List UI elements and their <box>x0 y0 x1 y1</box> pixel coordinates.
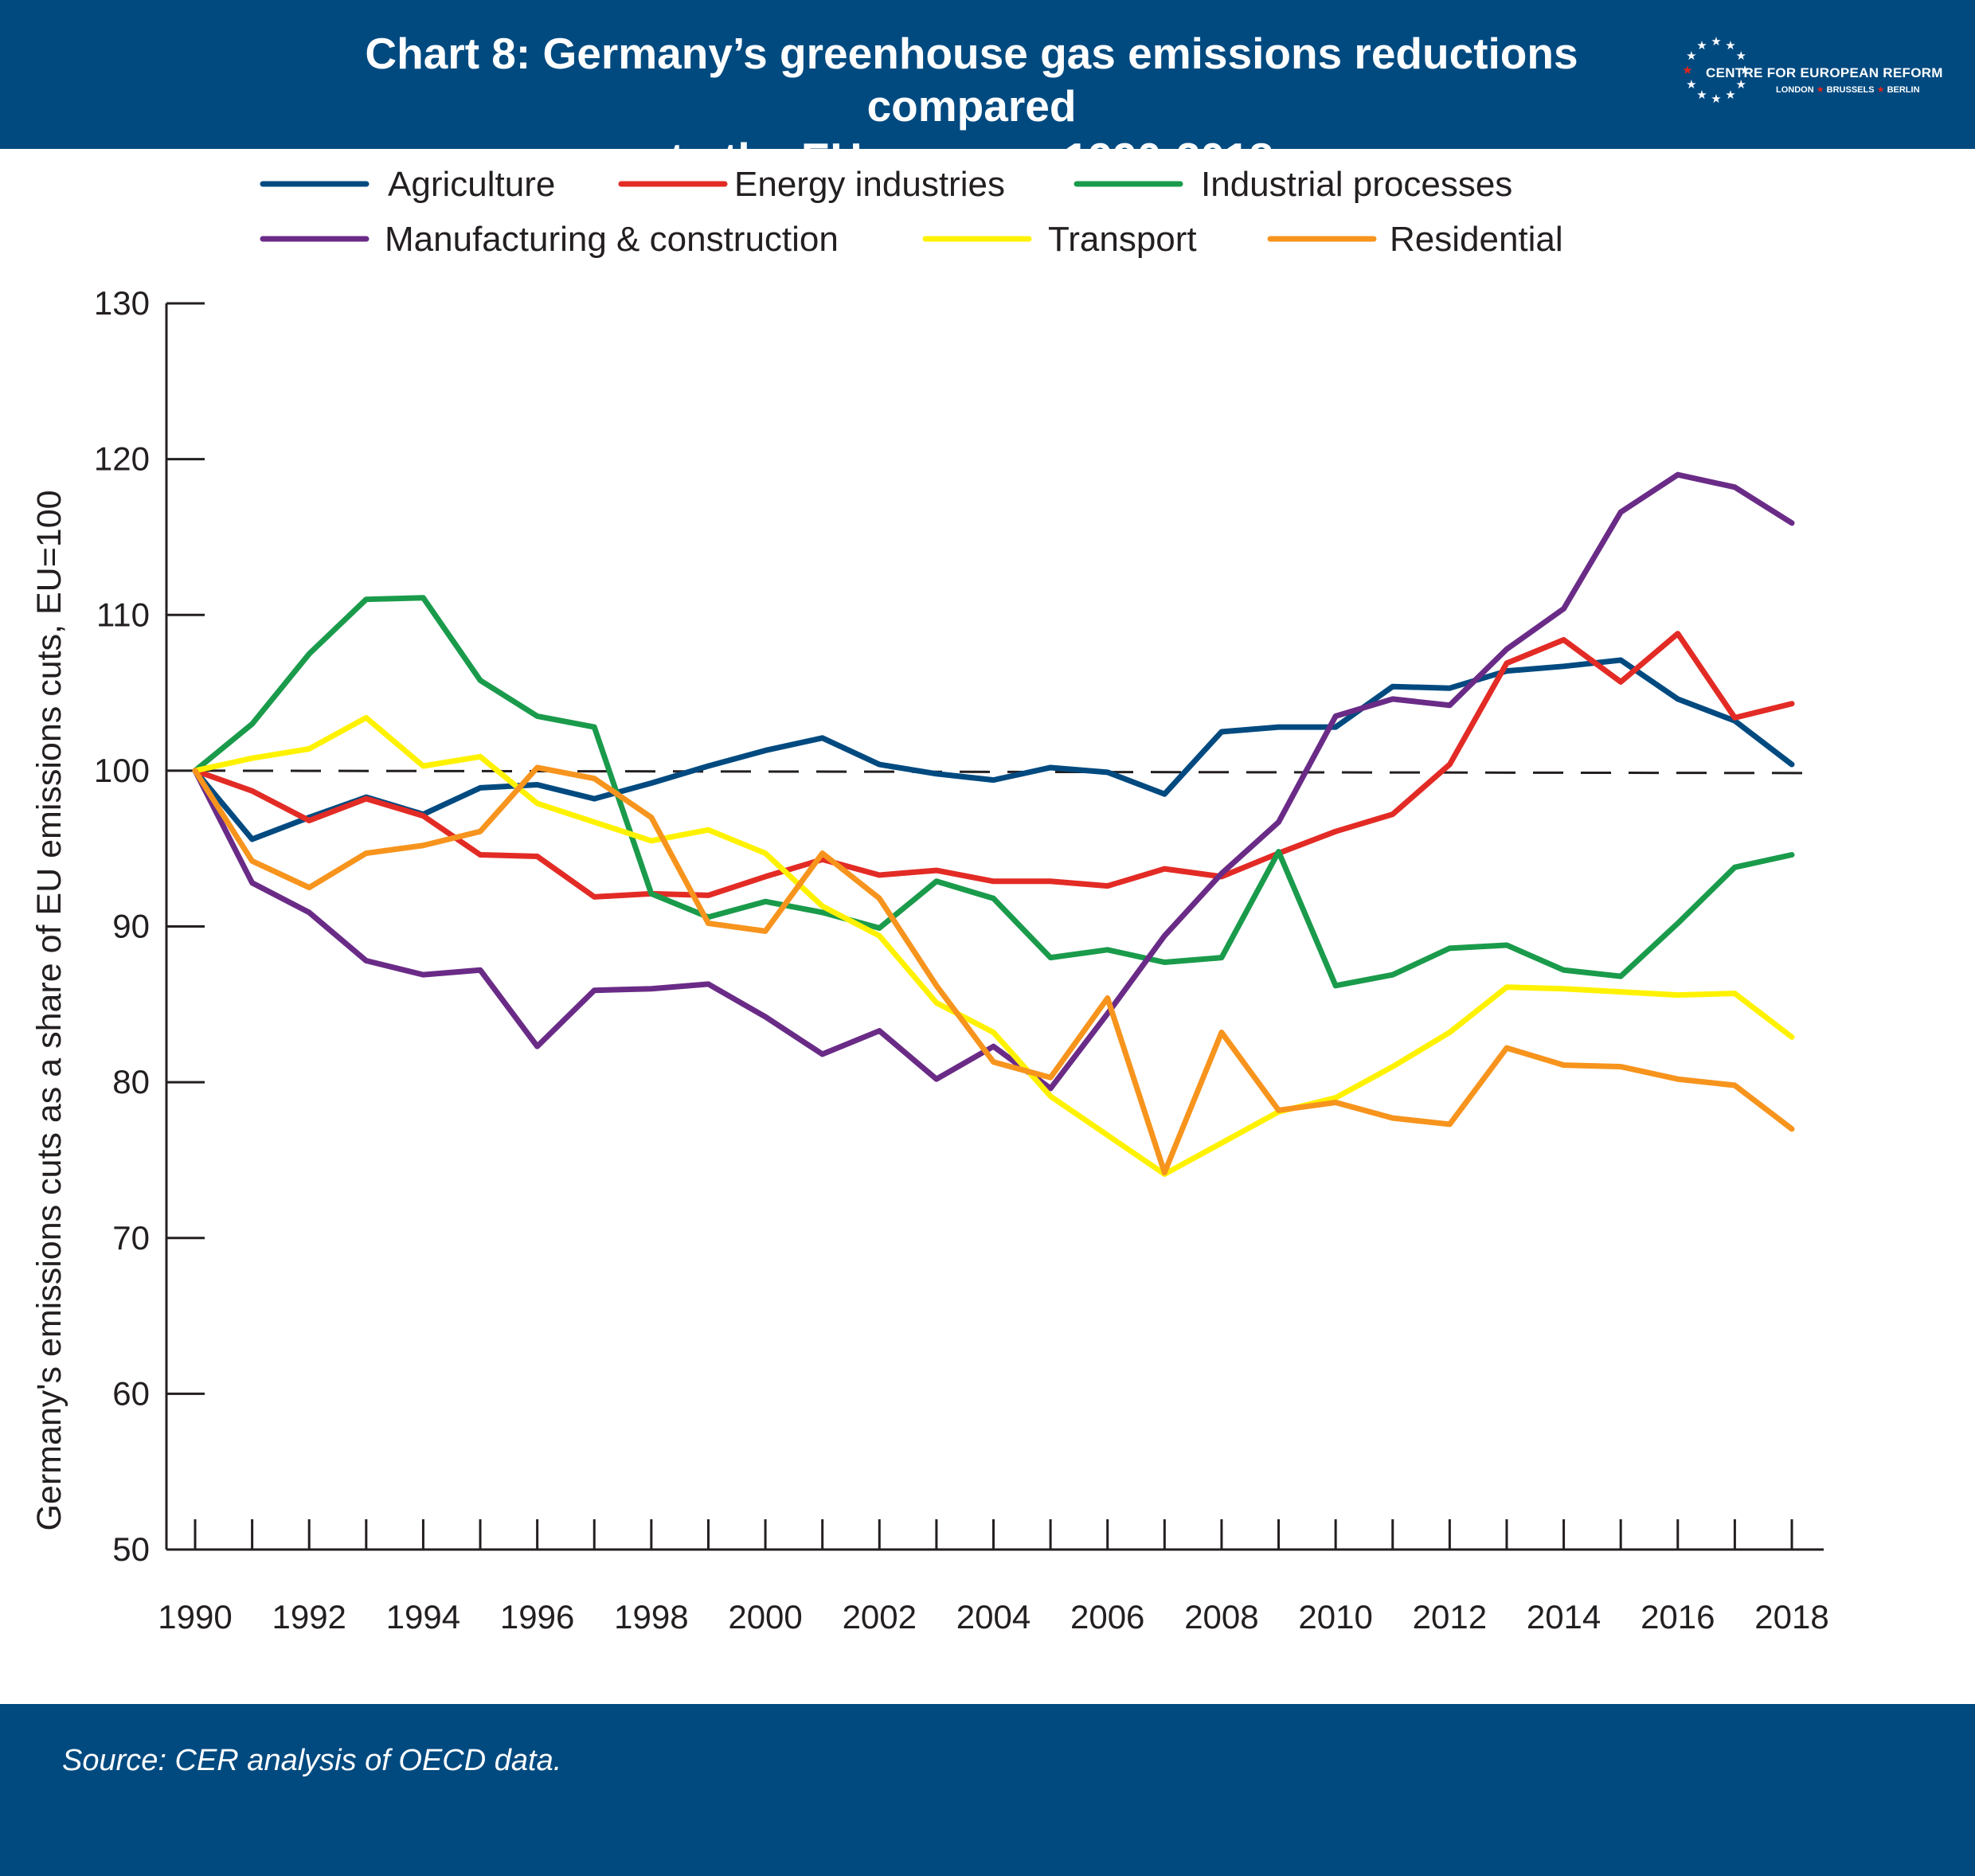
y-tick-label: 80 <box>112 1063 150 1100</box>
legend-label-transport: Transport <box>1048 220 1197 259</box>
source-note: Source: CER analysis of OECD data. <box>62 1744 562 1777</box>
chart-axes: 50 60 70 80 90 100 110 120 130 1990 1992 1994 1996 19… <box>94 284 1829 1636</box>
logo-star-icon: ★ <box>1739 64 1750 77</box>
series-line-industrial-processes <box>192 595 1795 989</box>
reference-line-eu-100 <box>194 769 1809 775</box>
reference-line-group <box>194 769 1809 775</box>
x-tick-label: 1996 <box>500 1598 574 1636</box>
chart-title: Chart 8: Germany’s greenhouse gas emissi… <box>271 27 1672 185</box>
y-tick-label: 100 <box>94 752 150 789</box>
x-tick-label: 2012 <box>1413 1598 1487 1636</box>
chart-footer <box>0 1704 1975 1876</box>
series-line-residential <box>192 764 1795 1176</box>
y-tick-label: 70 <box>112 1219 150 1257</box>
logo-star-icon: ★ <box>1725 88 1735 102</box>
logo-city-berlin: BERLIN <box>1887 85 1920 95</box>
x-tick-label: 2016 <box>1641 1598 1715 1636</box>
x-tick-label: 2008 <box>1184 1598 1258 1636</box>
logo-separator-star-icon: ★ <box>1816 85 1824 95</box>
series-line-manufacturing-construction <box>192 471 1795 1092</box>
legend-label-industrial-processes: Industrial processes <box>1201 165 1512 204</box>
x-tick-label: 1992 <box>272 1598 346 1636</box>
cer-logo-stars-icon: ★★★★★★★★★ ★ ★★ <box>1682 35 1750 106</box>
series-line-energy-industries <box>192 631 1795 900</box>
logo-star-icon: ★ <box>1696 39 1707 53</box>
chart-legend: Agriculture Energy industries Industrial p… <box>260 165 1563 259</box>
y-tick-label: 120 <box>94 440 150 478</box>
logo-star-icon: ★ <box>1696 88 1707 102</box>
series-lines <box>192 471 1795 1178</box>
x-tick-label: 2014 <box>1527 1598 1601 1636</box>
line-chart: Agriculture Energy industries Industrial p… <box>30 165 1829 1636</box>
x-tick-label: 1990 <box>158 1598 232 1636</box>
logo-separator-star-icon: ★ <box>1876 85 1885 95</box>
legend-label-manufacturing-construction: Manufacturing & construction <box>385 220 839 259</box>
legend-label-energy-industries: Energy industries <box>734 165 1005 204</box>
x-tick-label: 2004 <box>956 1598 1031 1636</box>
chart-title-line-1: Chart 8: Germany’s greenhouse gas emissi… <box>365 29 1578 131</box>
logo-star-icon: ★ <box>1711 35 1721 49</box>
logo-star-icon: ★ <box>1735 49 1746 63</box>
logo-star-icon: ★ <box>1711 92 1721 106</box>
logo-star-icon: ★ <box>1682 64 1692 77</box>
logo-text: CENTRE FOR EUROPEAN REFORM <box>1706 65 1943 80</box>
y-axis-title: Germany's emissions cuts as a share of E… <box>30 490 68 1530</box>
y-tick-label: 60 <box>112 1374 150 1412</box>
x-tick-label: 2002 <box>843 1598 917 1636</box>
x-tick-label: 2018 <box>1754 1598 1828 1636</box>
x-tick-label: 2000 <box>728 1598 802 1636</box>
logo-city-london: LONDON <box>1776 85 1814 95</box>
y-tick-label: 90 <box>112 908 150 945</box>
y-tick-label: 50 <box>112 1530 150 1568</box>
series-line-transport <box>192 714 1795 1178</box>
legend-label-agriculture: Agriculture <box>388 165 555 204</box>
logo-star-icon: ★ <box>1735 78 1746 92</box>
y-tick-label: 110 <box>96 596 150 633</box>
legend-label-residential: Residential <box>1390 220 1563 259</box>
logo-subtitle: LONDON ★ BRUSSELS ★ BERLIN <box>1776 84 1920 95</box>
series-line-agriculture <box>192 657 1795 842</box>
chart-header: Chart 8: Germany’s greenhouse gas emissi… <box>0 0 1975 183</box>
x-tick-label: 1994 <box>386 1598 460 1636</box>
chart-title-line-2: to the EU average, 1990-2018 <box>669 134 1274 183</box>
logo-city-brussels: BRUSSELS <box>1826 85 1875 95</box>
logo-star-icon: ★ <box>1686 78 1696 92</box>
x-tick-label: 2006 <box>1070 1598 1144 1636</box>
y-tick-label: 130 <box>94 284 150 322</box>
logo-star-icon: ★ <box>1725 39 1735 53</box>
x-tick-label: 2010 <box>1298 1598 1372 1636</box>
logo-star-icon: ★ <box>1686 49 1696 63</box>
x-tick-label: 1998 <box>614 1598 688 1636</box>
